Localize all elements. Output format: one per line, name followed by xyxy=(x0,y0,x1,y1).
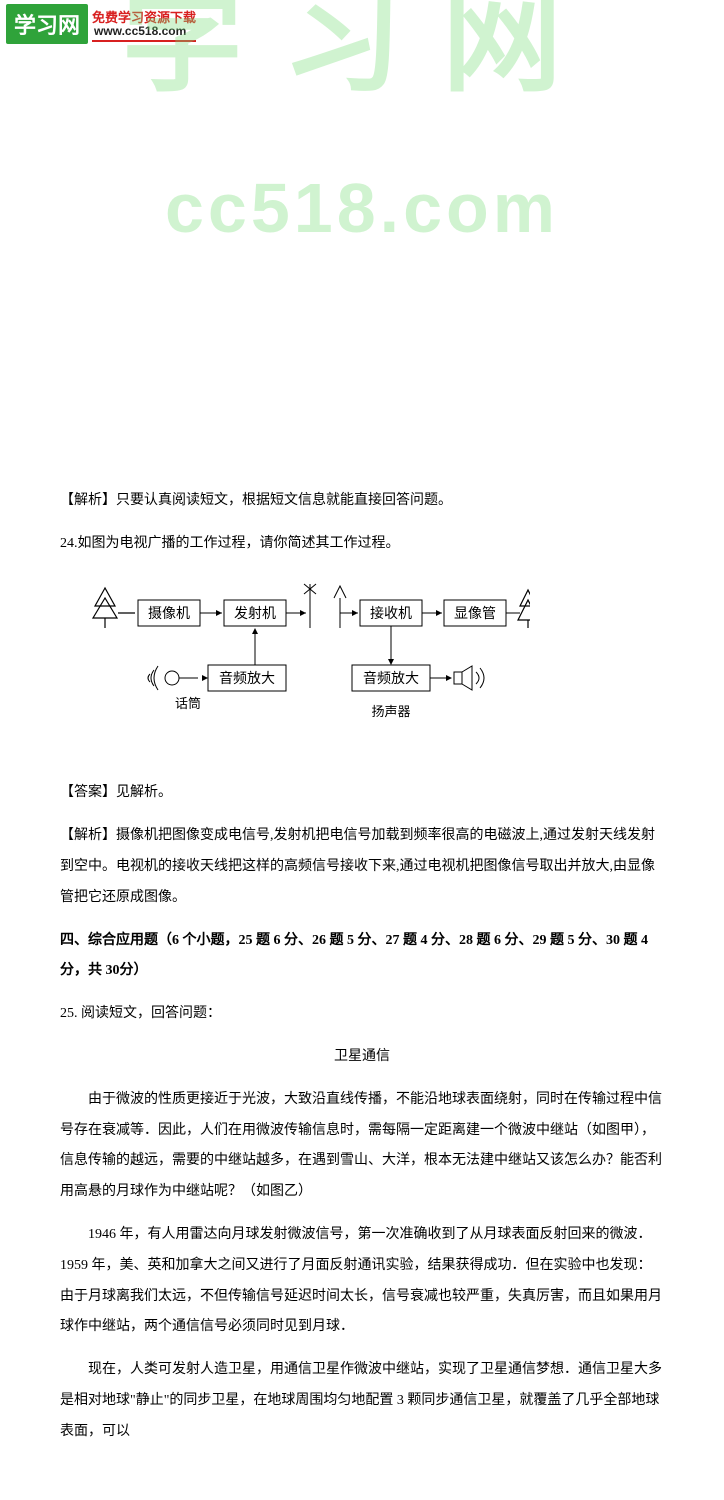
logo-text-stack: 免费学习资源下载 www.cc518.com xyxy=(92,4,196,42)
section-4-heading: 四、综合应用题（6 个小题，25 题 6 分、26 题 5 分、27 题 4 分… xyxy=(60,926,664,988)
logo-url: www.cc518.com xyxy=(94,24,196,38)
microphone-icon xyxy=(148,666,198,690)
passage-para-3: 现在，人类可发射人造卫星，用通信卫星作微波中继站，实现了卫星通信梦想．通信卫星大… xyxy=(60,1355,664,1447)
transmit-antenna-icon xyxy=(304,584,316,628)
audio-amp-1-label: 音频放大 xyxy=(219,670,275,687)
microphone-label: 话筒 xyxy=(175,696,201,711)
receiver-label: 接收机 xyxy=(370,605,412,622)
analysis-1: 【解析】只要认真阅读短文，根据短文信息就能直接回答问题。 xyxy=(60,486,664,517)
watermark-url: cc518.com xyxy=(60,131,664,285)
passage-para-1: 由于微波的性质更接近于光波，大致沿直线传播，不能沿地球表面绕射，同时在传输过程中… xyxy=(60,1085,664,1208)
speaker-icon xyxy=(454,666,484,690)
site-logo: 学习网 免费学习资源下载 www.cc518.com xyxy=(0,0,724,56)
question-24: 24.如图为电视广播的工作过程，请你简述其工作过程。 xyxy=(60,529,664,560)
display-tube-label: 显像管 xyxy=(454,606,496,622)
analysis-24: 【解析】摄像机把图像变成电信号,发射机把电信号加载到频率很高的电磁波上,通过发射… xyxy=(60,821,664,913)
tv-broadcast-diagram: 摄像机 发射机 接收机 xyxy=(90,578,664,761)
audio-amp-2-label: 音频放大 xyxy=(363,670,419,687)
transmitter-label: 发射机 xyxy=(234,606,276,622)
receive-antenna-icon xyxy=(334,586,346,628)
logo-cn: 学习网 xyxy=(6,4,88,44)
question-25: 25. 阅读短文，回答问题： xyxy=(60,999,664,1030)
camera-label: 摄像机 xyxy=(148,606,190,622)
speaker-label: 扬声器 xyxy=(371,704,410,719)
document-body: 学习网 cc518.com 【解析】只要认真阅读短文，根据短文信息就能直接回答问… xyxy=(0,56,724,1500)
answer-label: 【答案】见解析。 xyxy=(60,778,664,809)
antenna-tree-right-icon xyxy=(518,590,530,628)
antenna-tree-left-icon xyxy=(93,588,135,628)
passage-para-2: 1946 年，有人用雷达向月球发射微波信号，第一次准确收到了从月球表面反射回来的… xyxy=(60,1220,664,1343)
passage-title: 卫星通信 xyxy=(60,1042,664,1073)
